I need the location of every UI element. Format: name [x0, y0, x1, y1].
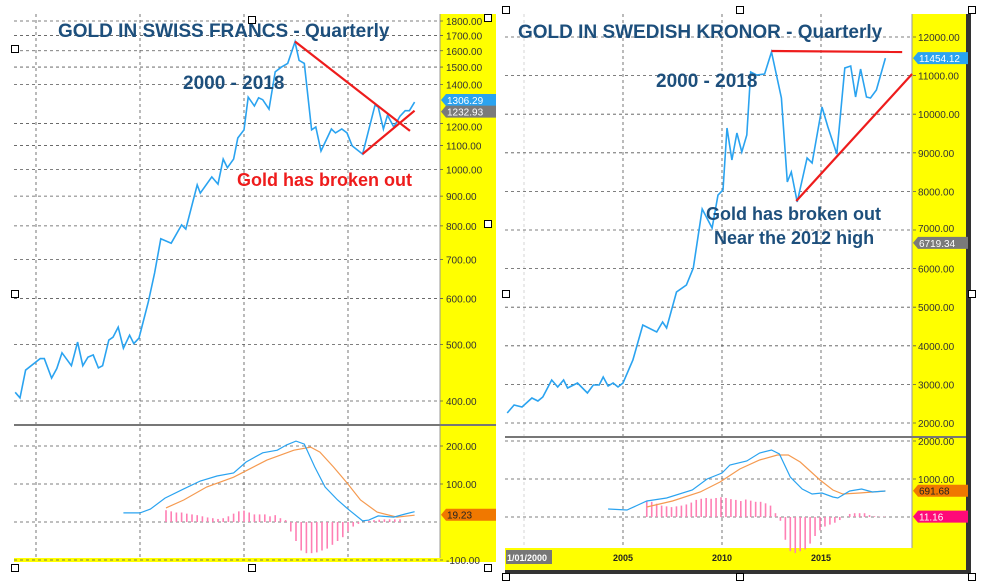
left-macd-tick-label: -100.00 — [446, 556, 480, 567]
right-price-tick-label: 11000.00 — [918, 72, 959, 83]
x-tick-label: 2005 — [613, 553, 633, 563]
resize-handle[interactable] — [502, 6, 510, 14]
right-macd-value-tag — [913, 484, 968, 497]
resize-handle[interactable] — [502, 290, 510, 298]
resize-handle[interactable] — [11, 564, 19, 572]
right-macd-tick-label: 1000.00 — [918, 475, 955, 486]
right-trendline — [795, 73, 913, 202]
left-price-tick-label: 800.00 — [446, 222, 477, 233]
resize-handle[interactable] — [502, 573, 510, 581]
left-price-tick-label: 1600.00 — [446, 47, 483, 58]
right-plot-area — [505, 14, 912, 548]
left-price-tick-label: 700.00 — [446, 256, 477, 267]
right-price-tick-label: 2000.00 — [918, 419, 955, 430]
right-price-value-tag — [913, 52, 968, 65]
right-macd-value-tag — [913, 510, 968, 523]
left-price-value-tag-text: 1232.93 — [447, 108, 484, 119]
right-x-axis-band — [505, 548, 966, 570]
right-price-tick-label: 8000.00 — [918, 187, 955, 198]
left-trendline — [294, 40, 411, 132]
left-trendline — [361, 109, 416, 155]
right-macd-value-tag-text: 691.68 — [919, 487, 950, 498]
left-price-tick-label: 1100.00 — [446, 141, 482, 152]
resize-handle[interactable] — [736, 573, 744, 581]
right-price-tick-label: 7000.00 — [918, 224, 955, 235]
left-price-value-tag-text: 1306.29 — [447, 96, 484, 107]
right-price-tick-label: 6000.00 — [918, 265, 955, 276]
right-chart-annotation-2: Near the 2012 high — [714, 228, 875, 248]
resize-handle[interactable] — [968, 290, 976, 298]
left-chart-title: GOLD IN SWISS FRANCS - Quarterly — [58, 21, 390, 42]
left-price-tick-label: 1400.00 — [446, 80, 483, 91]
right-price-value-tag — [913, 236, 968, 249]
right-y-axis-band — [912, 14, 966, 570]
resize-handle[interactable] — [968, 6, 976, 14]
resize-handle[interactable] — [248, 16, 256, 24]
right-chart-annotation-1: Gold has broken out — [706, 204, 882, 224]
right-price-tick-label: 3000.00 — [918, 380, 955, 391]
left-macd-tick-label: 100.00 — [446, 480, 477, 491]
right-price-value-tag-text: 6719.34 — [919, 239, 956, 250]
left-chart-subtitle: 2000 - 2018 — [183, 73, 285, 94]
x-tick-label: 1/01/2000 — [507, 553, 547, 563]
right-price-tick-label: 9000.00 — [918, 149, 955, 160]
resize-handle[interactable] — [11, 45, 19, 53]
left-plot-area — [14, 14, 440, 558]
x-tick-label: 2010 — [712, 553, 732, 563]
right-price-tick-label: 5000.00 — [918, 303, 955, 314]
resize-handle[interactable] — [484, 564, 492, 572]
x-axis-start-badge — [506, 550, 552, 564]
right-frame-border — [505, 570, 971, 574]
left-price-tick-label: 600.00 — [446, 295, 477, 306]
right-macd-line — [608, 449, 886, 511]
left-price-line — [14, 38, 416, 400]
left-macd-value-tag-text: 19.23 — [447, 511, 472, 522]
resize-handle[interactable] — [736, 6, 744, 14]
right-chart-title: GOLD IN SWEDISH KRONOR - Quarterly — [518, 22, 883, 43]
right-price-tick-label: 12000.00 — [918, 33, 960, 44]
left-price-tick-label: 900.00 — [446, 192, 477, 203]
right-price-tick-label: 10000.00 — [918, 110, 960, 121]
left-price-tick-label: 500.00 — [446, 341, 477, 352]
left-chart-annotation: Gold has broken out — [237, 170, 413, 190]
right-macd-tick-label: 2000.00 — [918, 437, 955, 448]
right-macd-value-tag-text: 11.16 — [919, 513, 944, 524]
right-price-tick-label: 4000.00 — [918, 342, 955, 353]
x-tick-label: 2015 — [811, 553, 831, 563]
resize-handle[interactable] — [11, 290, 19, 298]
left-price-value-tag — [441, 93, 496, 106]
resize-handle[interactable] — [484, 14, 492, 22]
left-macd-value-tag — [441, 508, 496, 521]
left-macd-tick-label: 200.00 — [446, 442, 477, 453]
left-price-value-tag — [441, 105, 496, 118]
left-price-tick-label: 1700.00 — [446, 31, 483, 42]
resize-handle[interactable] — [968, 573, 976, 581]
left-price-tick-label: 400.00 — [446, 397, 477, 408]
left-macd-signal-line — [165, 446, 415, 518]
left-price-tick-label: 1500.00 — [446, 63, 483, 74]
right-trendline — [771, 49, 903, 54]
resize-handle[interactable] — [484, 220, 492, 228]
resize-handle[interactable] — [248, 564, 256, 572]
right-price-line — [506, 48, 887, 414]
left-price-tick-label: 1200.00 — [446, 122, 483, 133]
left-macd-line — [123, 440, 415, 522]
right-price-value-tag-text: 11454.12 — [919, 54, 960, 65]
right-macd-signal-line — [646, 454, 886, 508]
left-price-tick-label: 1000.00 — [446, 166, 483, 177]
left-price-tick-label: 1800.00 — [446, 17, 483, 28]
right-chart-subtitle: 2000 - 2018 — [656, 71, 758, 92]
